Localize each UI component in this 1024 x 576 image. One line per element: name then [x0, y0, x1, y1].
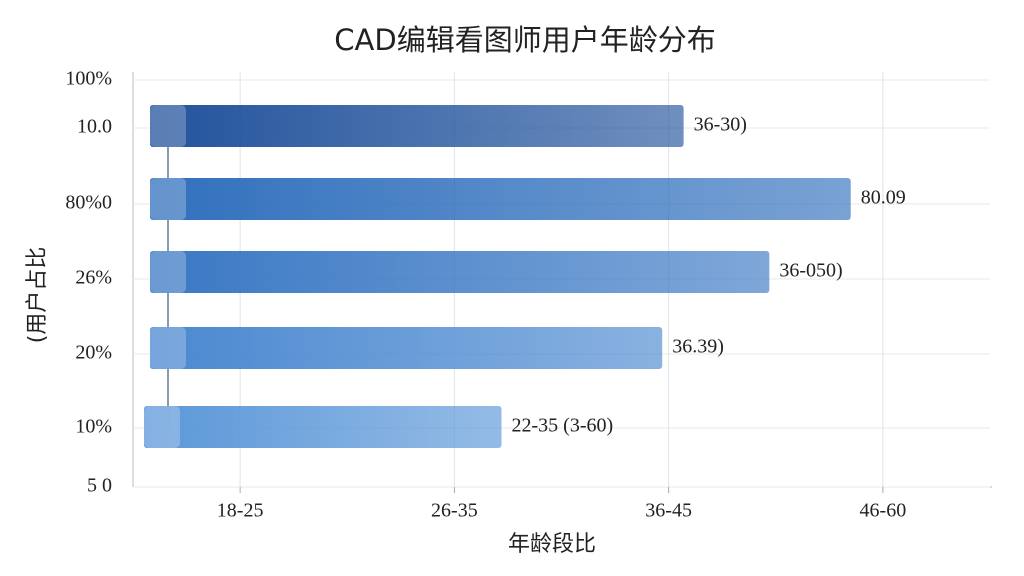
- y-tick-label: 80%0: [65, 192, 112, 214]
- y-tick-label: 10%: [75, 416, 112, 438]
- bar-cap: [150, 178, 186, 220]
- y-tick-label: 100%: [65, 68, 112, 90]
- x-axis-title: 年龄段比: [508, 532, 596, 557]
- x-tick-label: 36-45: [645, 500, 692, 522]
- x-tick-label: 18-25: [217, 500, 264, 522]
- value-label: 36-30): [694, 114, 747, 136]
- value-label: 36.39): [672, 336, 724, 358]
- y-tick-label: 5 0: [87, 475, 112, 497]
- bar: [150, 105, 684, 147]
- x-tick-label: 26-35: [431, 500, 478, 522]
- y-tick-label: 10.0: [77, 116, 112, 138]
- bar-cap: [150, 251, 186, 293]
- value-label: 36-050): [779, 260, 842, 282]
- chart-title: CAD编辑看图师用户年龄分布: [334, 23, 715, 57]
- bar: [150, 327, 663, 369]
- value-label: 22-35 (3-60): [512, 415, 614, 437]
- bar: [150, 178, 851, 220]
- value-label: 80.09: [861, 187, 906, 209]
- bar: [144, 406, 502, 448]
- bar-cap: [150, 327, 186, 369]
- bar-cap: [150, 105, 186, 147]
- y-tick-label: 20%: [75, 342, 112, 364]
- y-tick-label: 26%: [75, 267, 112, 289]
- bar-cap: [144, 406, 180, 448]
- bar: [150, 251, 770, 293]
- y-axis-title: (用户占比: [25, 247, 50, 344]
- x-tick-label: 46-60: [860, 500, 907, 522]
